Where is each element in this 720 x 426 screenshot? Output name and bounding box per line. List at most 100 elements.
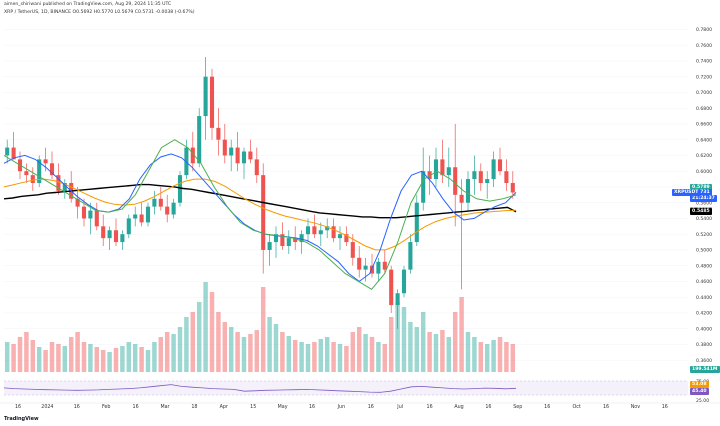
volume-bar bbox=[446, 337, 452, 372]
volume-bar bbox=[452, 312, 458, 372]
candle-body bbox=[286, 238, 291, 247]
candle-body bbox=[43, 159, 48, 164]
candle-body bbox=[273, 234, 279, 243]
y-tick-label: 0.7000 bbox=[696, 90, 712, 96]
volume-bar bbox=[427, 332, 432, 372]
price-tag: 0.5789 bbox=[690, 184, 712, 192]
volume-bar bbox=[369, 337, 375, 372]
x-tick-label: May bbox=[278, 404, 288, 410]
volume-bar bbox=[344, 346, 349, 372]
x-tick-label: Jun bbox=[337, 404, 346, 410]
candle-body bbox=[318, 230, 323, 235]
volume-bar bbox=[286, 336, 292, 372]
candle-body bbox=[177, 175, 183, 203]
volume-bar bbox=[331, 342, 336, 372]
volume-bar bbox=[81, 342, 87, 372]
symbol-ohlc-line: XRP / TetherUS, 1D, BINANCE O0.5692 H0.5… bbox=[4, 10, 195, 15]
volume-bar bbox=[478, 342, 484, 372]
x-tick-label: 16 bbox=[603, 404, 609, 410]
candle-body bbox=[408, 242, 413, 270]
volume-bar bbox=[382, 344, 388, 372]
y-tick-label: 0.7800 bbox=[696, 27, 712, 33]
candle-body bbox=[299, 234, 304, 243]
candles bbox=[5, 57, 515, 329]
y-tick-label: 0.5600 bbox=[696, 200, 712, 206]
candle-body bbox=[504, 171, 509, 184]
candle-body bbox=[190, 147, 195, 164]
volume-bar bbox=[88, 344, 93, 372]
candle-body bbox=[145, 206, 151, 223]
candle-body bbox=[433, 159, 439, 180]
candle-body bbox=[453, 167, 458, 195]
price-tag: 21:24:37 bbox=[690, 195, 717, 203]
volume-bar bbox=[56, 344, 61, 372]
volume-bars bbox=[4, 282, 516, 372]
y-tick-label: 0.6400 bbox=[696, 137, 712, 143]
y-tick-label: 0.6800 bbox=[696, 106, 712, 112]
candle-body bbox=[305, 226, 311, 235]
price-tag: 0.5731 bbox=[690, 188, 712, 196]
volume-bar bbox=[132, 344, 138, 372]
candle-body bbox=[216, 127, 221, 140]
volume-bar bbox=[228, 327, 234, 372]
volume-bar bbox=[440, 330, 445, 372]
y-tick-label: 0.5200 bbox=[696, 232, 712, 238]
candle-body bbox=[49, 163, 55, 176]
candle-body bbox=[229, 147, 234, 156]
candle-body bbox=[126, 218, 131, 235]
volume-bar bbox=[299, 342, 304, 372]
volume-bar bbox=[17, 337, 23, 372]
volume-bar bbox=[350, 332, 356, 372]
volume-bar bbox=[94, 347, 100, 372]
tradingview-logo[interactable]: TradingView bbox=[4, 416, 39, 422]
y-tick-label: 0.4200 bbox=[696, 311, 712, 317]
candle-body bbox=[293, 238, 298, 243]
candle-body bbox=[427, 171, 432, 180]
y-tick-label: 0.3800 bbox=[696, 342, 712, 348]
candle-body bbox=[491, 159, 496, 180]
rsi-value-tag: 45.40 bbox=[690, 388, 709, 395]
candle-body bbox=[222, 139, 227, 156]
volume-bar bbox=[465, 332, 471, 372]
candle-body bbox=[459, 194, 464, 203]
volume-bar bbox=[273, 324, 279, 372]
y-tick-label: 0.7200 bbox=[696, 74, 712, 80]
y-tick-label: 0.6600 bbox=[696, 122, 712, 128]
candle-body bbox=[485, 179, 490, 184]
candle-body bbox=[139, 214, 144, 223]
candle-body bbox=[197, 116, 202, 164]
candle-body bbox=[382, 261, 387, 270]
y-tick-label: 0.5000 bbox=[696, 248, 712, 254]
x-tick-label: 16 bbox=[662, 404, 668, 410]
volume-bar bbox=[401, 307, 407, 372]
candle-body bbox=[312, 226, 317, 235]
volume-bar bbox=[43, 350, 48, 372]
volume-bar bbox=[459, 297, 464, 372]
volume-bar bbox=[504, 342, 509, 372]
volume-bar bbox=[312, 342, 317, 372]
y-tick-label: 0.4000 bbox=[696, 326, 712, 332]
candle-body bbox=[267, 242, 272, 250]
volume-bar bbox=[484, 344, 490, 372]
x-tick-label: 16 bbox=[133, 404, 139, 410]
y-tick-label: 0.6000 bbox=[696, 169, 712, 175]
volume-bar bbox=[280, 332, 285, 372]
candle-body bbox=[401, 269, 407, 294]
publish-line: aimen_shiriwani published on TradingView… bbox=[4, 2, 172, 7]
volume-bar bbox=[113, 348, 119, 372]
candle-body bbox=[184, 147, 189, 176]
candle-body bbox=[62, 183, 67, 191]
candle-body bbox=[75, 198, 80, 207]
x-tick-label: 16 bbox=[485, 404, 491, 410]
x-tick-label: Aug bbox=[454, 404, 463, 410]
candle-body bbox=[414, 202, 419, 243]
candle-body bbox=[389, 269, 394, 306]
candle-body bbox=[254, 159, 259, 176]
candle-body bbox=[11, 147, 16, 160]
x-tick-label: 16 bbox=[427, 404, 433, 410]
volume-bar bbox=[222, 322, 228, 372]
volume-bar bbox=[30, 340, 36, 372]
candle-body bbox=[101, 226, 106, 239]
volume-bar bbox=[184, 317, 189, 372]
